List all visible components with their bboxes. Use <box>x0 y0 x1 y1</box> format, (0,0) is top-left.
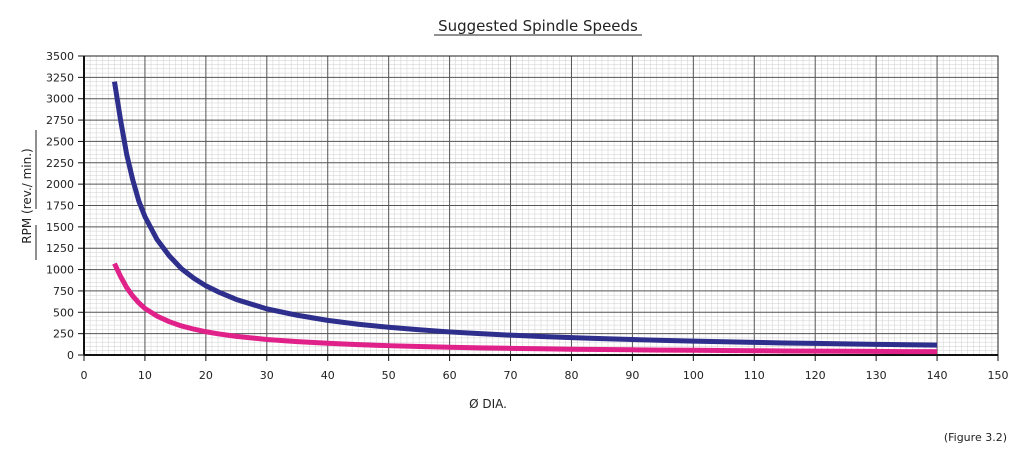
x-tick-label: 60 <box>443 369 457 382</box>
y-tick-label: 3250 <box>46 71 74 84</box>
x-tick-labels: 0 10 20 30 40 50 60 70 80 90 100 110 120 130 140 150 <box>81 369 1009 382</box>
y-tick-labels: 0 250 500 750 1000 1250 1500 1750 2000 2250 2500 27… <box>46 50 74 362</box>
x-tick-label: 40 <box>321 369 335 382</box>
x-tick-label: 140 <box>927 369 948 382</box>
y-tick-label: 1250 <box>46 242 74 255</box>
series-lines <box>111 81 938 355</box>
x-tick-label: 150 <box>988 369 1009 382</box>
y-tick-label: 2250 <box>46 157 74 170</box>
x-tick-label: 50 <box>382 369 396 382</box>
y-tick-label: 750 <box>53 285 74 298</box>
x-tick-label: 30 <box>260 369 274 382</box>
y-tick-label: 2500 <box>46 135 74 148</box>
x-tick-label: 70 <box>504 369 518 382</box>
x-tick-label: 80 <box>564 369 578 382</box>
y-tick-label: 250 <box>53 328 74 341</box>
axes <box>78 55 999 361</box>
x-tick-label: 120 <box>805 369 826 382</box>
x-tick-label: 130 <box>866 369 887 382</box>
x-tick-label: 20 <box>199 369 213 382</box>
figure-caption: (Figure 3.2) <box>944 431 1007 444</box>
y-tick-label: 0 <box>67 349 74 362</box>
x-axis-label: Ø DIA. <box>469 397 507 411</box>
x-tick-label: 90 <box>625 369 639 382</box>
chart-title: Suggested Spindle Speeds <box>438 17 638 35</box>
series-line-2 <box>112 262 938 355</box>
y-tick-label: 1750 <box>46 200 74 213</box>
y-tick-label: 3000 <box>46 93 74 106</box>
y-tick-label: 2000 <box>46 178 74 191</box>
y-tick-label: 3500 <box>46 50 74 63</box>
y-tick-label: 1500 <box>46 221 74 234</box>
y-tick-label: 1000 <box>46 264 74 277</box>
x-tick-label: 100 <box>683 369 704 382</box>
series-line-1 <box>111 81 938 348</box>
x-tick-label: 0 <box>81 369 88 382</box>
y-axis-label: RPM (rev./ min.) <box>20 148 34 243</box>
y-tick-label: 500 <box>53 306 74 319</box>
y-tick-label: 2750 <box>46 114 74 127</box>
x-tick-label: 110 <box>744 369 765 382</box>
x-tick-label: 10 <box>138 369 152 382</box>
